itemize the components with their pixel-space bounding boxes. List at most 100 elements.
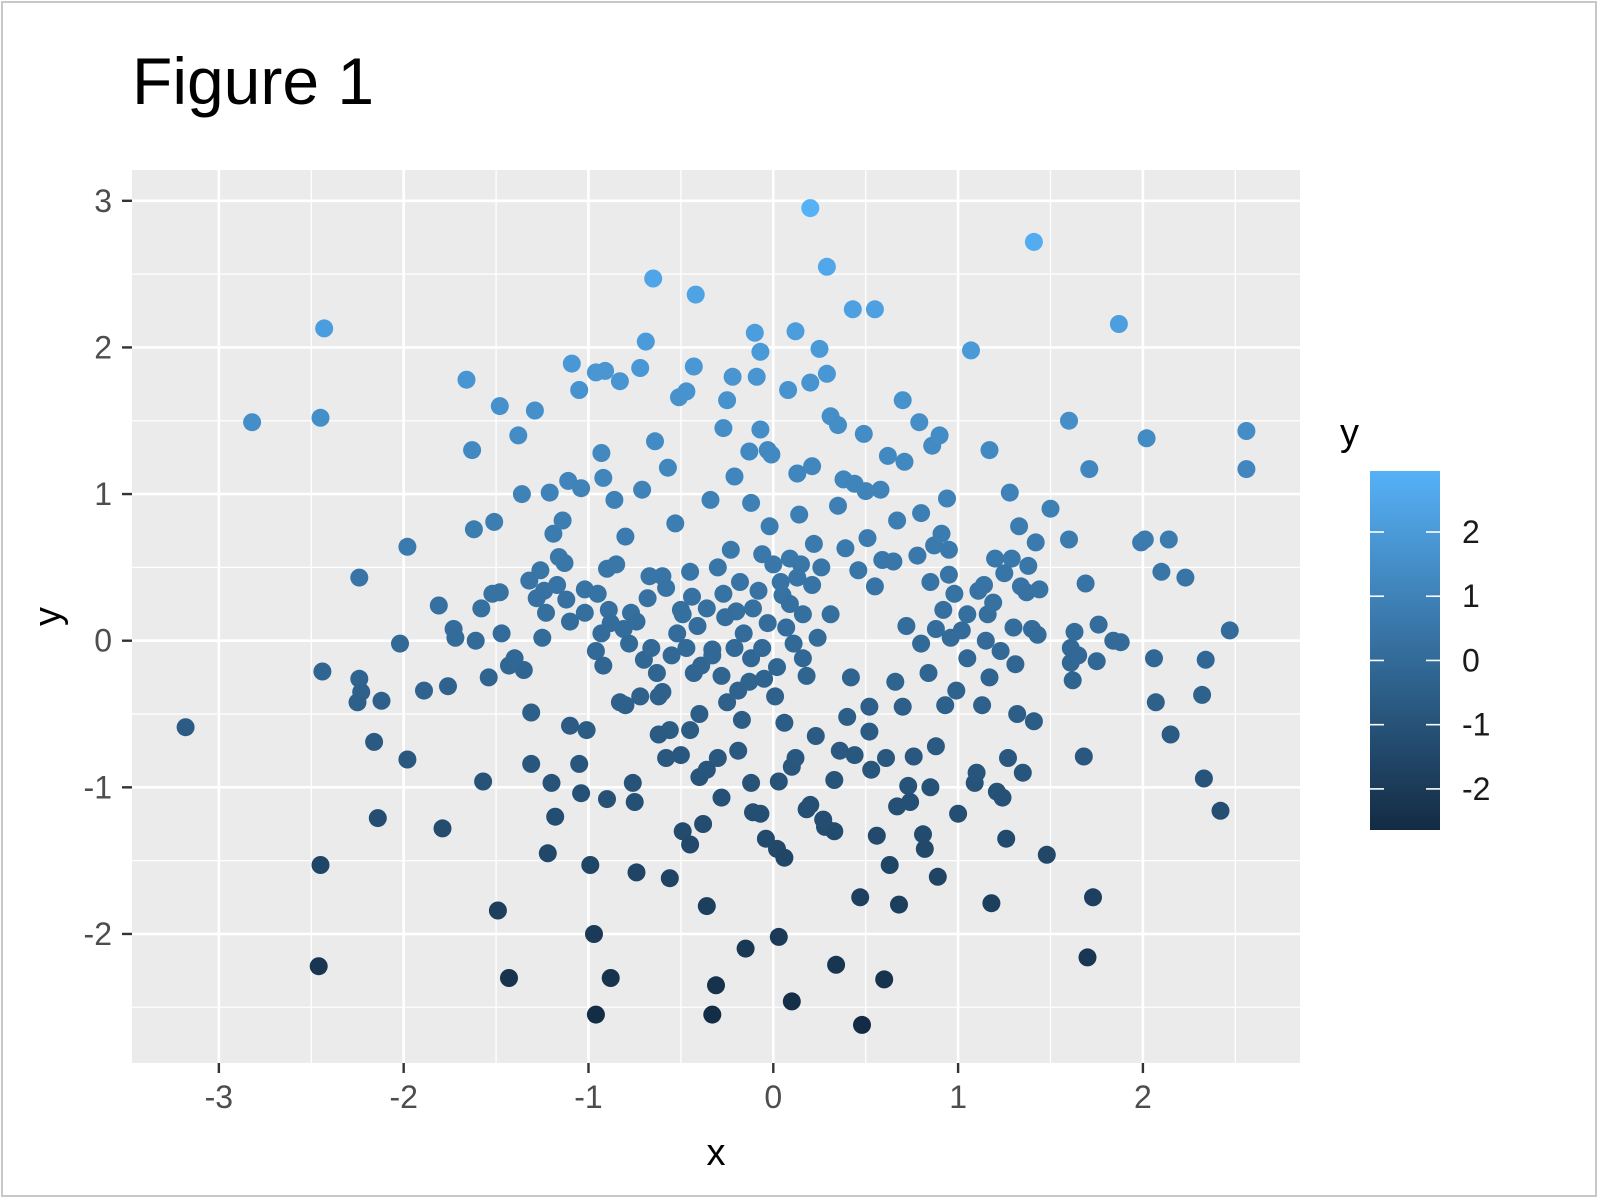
data-point <box>601 969 620 987</box>
data-point <box>862 760 881 779</box>
data-point <box>797 666 816 685</box>
data-point <box>751 804 770 823</box>
data-point <box>616 527 635 546</box>
data-point <box>572 784 591 803</box>
data-point <box>520 571 539 590</box>
data-point <box>365 732 384 751</box>
data-point <box>527 589 546 608</box>
data-point <box>243 413 262 432</box>
data-point <box>930 426 949 445</box>
figure-title: Figure 1 <box>132 44 375 118</box>
data-point <box>488 901 507 920</box>
data-point <box>984 593 1003 612</box>
data-point <box>1063 671 1082 690</box>
data-point <box>627 863 646 882</box>
data-point <box>562 354 581 373</box>
data-point <box>433 819 452 838</box>
data-point <box>878 446 897 465</box>
data-point <box>938 489 956 508</box>
data-point <box>1109 315 1128 333</box>
data-point <box>877 749 895 767</box>
data-point <box>1000 483 1019 502</box>
data-point <box>865 300 884 319</box>
data-point <box>594 468 613 487</box>
data-point <box>673 822 692 841</box>
data-point <box>856 482 875 501</box>
data-point <box>439 677 457 696</box>
data-point <box>690 705 709 723</box>
data-point <box>598 790 616 809</box>
data-point <box>570 381 589 399</box>
data-point <box>1004 618 1023 637</box>
data-point <box>880 856 899 874</box>
data-point <box>714 584 733 603</box>
data-point <box>967 763 986 782</box>
legend-break-label: -1 <box>1462 707 1490 743</box>
data-point <box>1145 649 1163 668</box>
data-point <box>1028 625 1047 644</box>
data-point <box>627 612 646 631</box>
x-tick-label: -2 <box>389 1079 417 1115</box>
data-point <box>962 341 980 360</box>
data-point <box>548 576 567 594</box>
data-point <box>838 707 857 726</box>
data-point <box>1176 568 1195 587</box>
data-point <box>884 552 903 571</box>
data-point <box>936 696 955 715</box>
y-tick-label: 1 <box>94 476 112 512</box>
legend-break-label: 0 <box>1462 642 1480 678</box>
data-point <box>653 683 672 701</box>
data-point <box>311 408 330 427</box>
data-point <box>1024 232 1043 251</box>
y-axis: -2 -1 0 1 2 3 <box>84 183 132 952</box>
legend-ticks: 2 1 0 -1 -2 <box>1370 514 1490 807</box>
x-tick-label: -1 <box>574 1079 602 1115</box>
data-point <box>751 420 770 439</box>
data-point <box>732 710 751 729</box>
x-tick-label: 2 <box>1134 1079 1152 1115</box>
data-point <box>860 722 879 741</box>
data-point <box>810 339 829 358</box>
data-point <box>616 696 635 715</box>
data-point <box>372 691 391 710</box>
x-tick-label: 1 <box>949 1079 967 1115</box>
data-point <box>544 524 563 543</box>
data-point <box>845 746 864 765</box>
data-point <box>897 617 916 635</box>
legend-break-label: 1 <box>1462 578 1480 614</box>
data-point <box>1146 693 1165 712</box>
data-point <box>871 480 890 499</box>
data-point <box>829 496 847 515</box>
data-point <box>899 776 918 795</box>
data-point <box>849 561 868 580</box>
data-point <box>860 697 879 716</box>
data-point <box>912 504 931 523</box>
data-point <box>1135 530 1154 549</box>
data-point <box>958 605 977 624</box>
data-point <box>1111 633 1130 652</box>
data-point <box>980 668 999 687</box>
data-point <box>939 565 958 584</box>
data-point <box>1152 562 1171 581</box>
data-point <box>801 795 820 814</box>
data-point <box>729 741 748 760</box>
data-point <box>958 649 977 668</box>
data-point <box>633 480 652 499</box>
data-point <box>540 483 559 502</box>
data-point <box>623 773 642 792</box>
data-point <box>712 666 731 685</box>
data-point <box>586 1005 605 1024</box>
data-point <box>718 693 737 712</box>
data-point <box>415 681 433 700</box>
data-point <box>766 687 785 706</box>
data-point <box>926 620 945 638</box>
data-point <box>830 741 849 760</box>
data-point <box>915 839 934 858</box>
data-point <box>596 361 615 380</box>
data-point <box>910 413 929 432</box>
data-point <box>912 634 931 653</box>
data-point <box>703 1005 722 1024</box>
data-point <box>784 634 803 653</box>
data-point <box>688 617 707 635</box>
data-point <box>825 822 844 841</box>
